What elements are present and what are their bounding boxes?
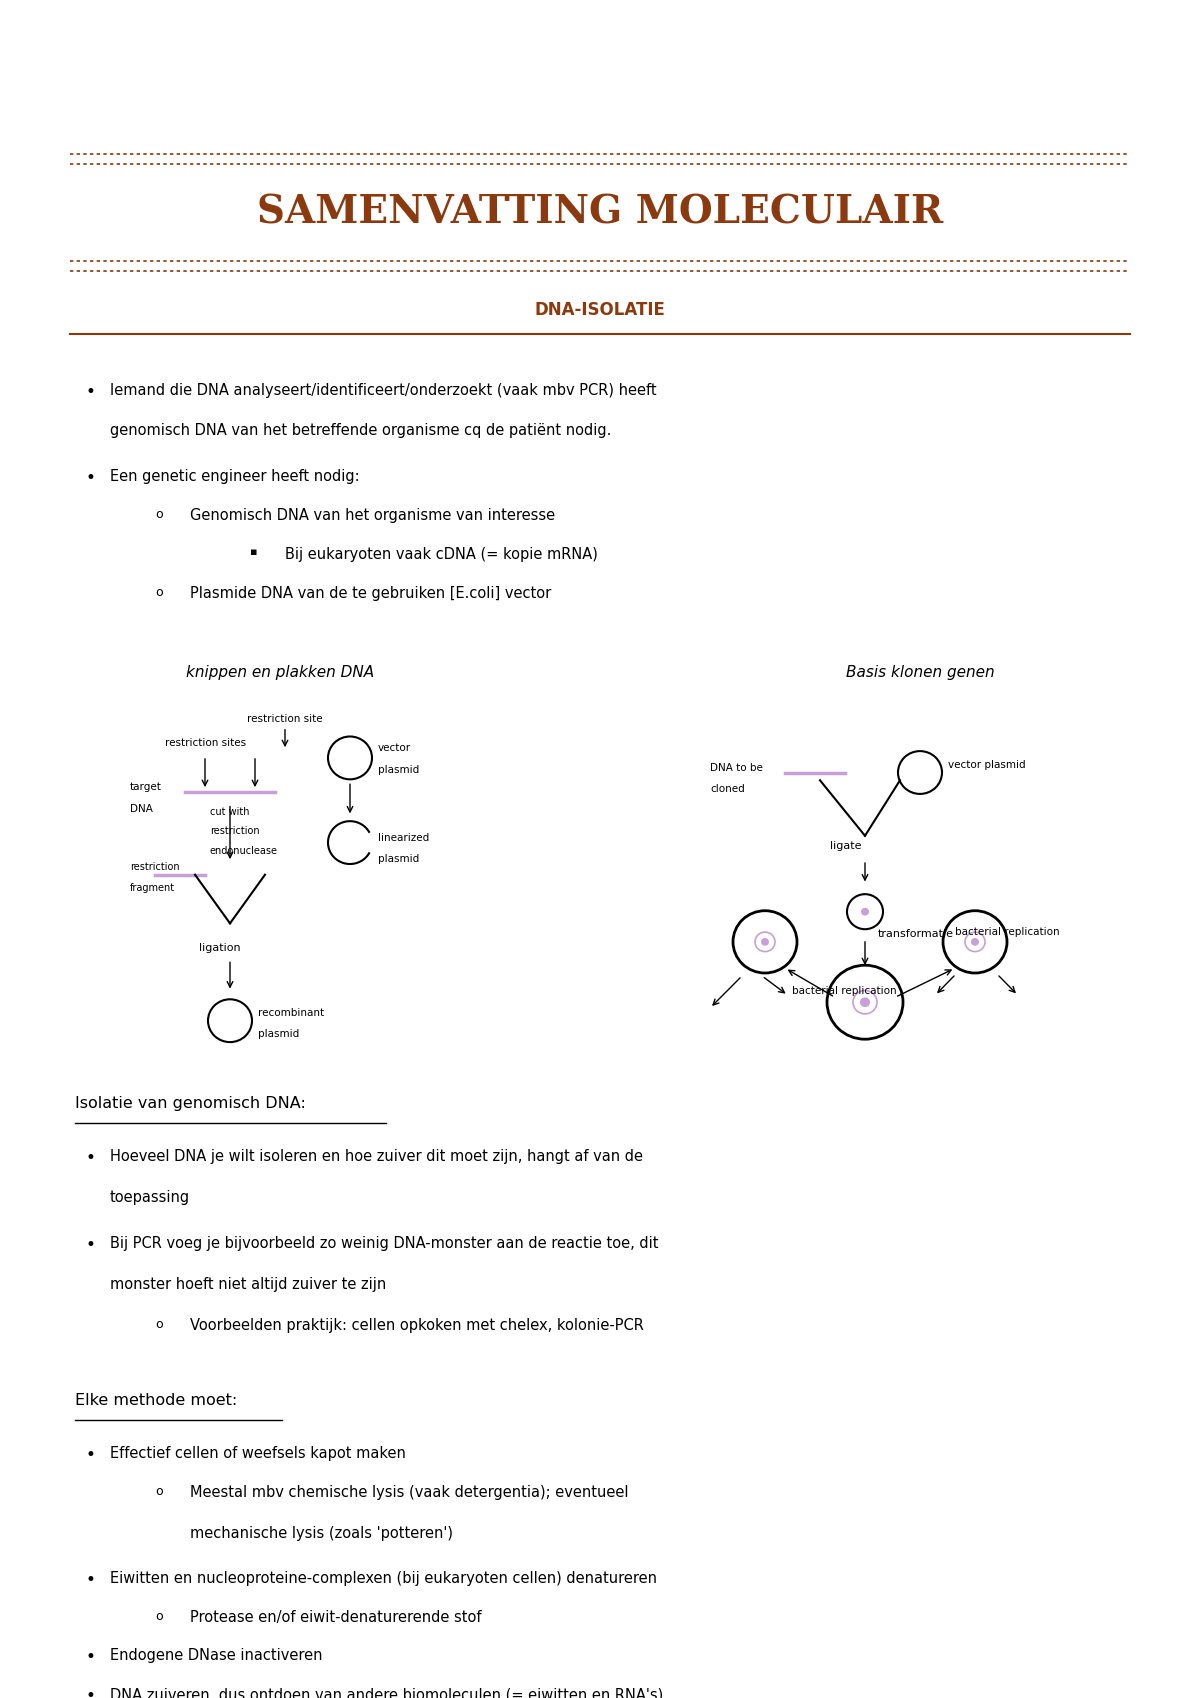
Text: restriction: restriction xyxy=(210,825,259,835)
Text: Een genetic engineer heeft nodig:: Een genetic engineer heeft nodig: xyxy=(110,469,360,484)
Text: •: • xyxy=(85,1447,95,1464)
Text: toepassing: toepassing xyxy=(110,1190,190,1206)
Text: restriction sites: restriction sites xyxy=(166,739,246,749)
Text: •: • xyxy=(85,1150,95,1167)
Text: Meestal mbv chemische lysis (vaak detergentia); eventueel: Meestal mbv chemische lysis (vaak deterg… xyxy=(190,1484,629,1499)
Text: restriction site: restriction site xyxy=(247,713,323,723)
Text: recombinant: recombinant xyxy=(258,1009,324,1017)
Text: ligation: ligation xyxy=(199,942,241,953)
Text: DNA zuiveren, dus ontdoen van andere biomoleculen (= eiwitten en RNA's): DNA zuiveren, dus ontdoen van andere bio… xyxy=(110,1688,664,1698)
Text: SAMENVATTING MOLECULAIR: SAMENVATTING MOLECULAIR xyxy=(257,194,943,231)
Text: bacterial replication: bacterial replication xyxy=(955,927,1060,937)
Text: DNA to be: DNA to be xyxy=(710,762,763,773)
Text: Voorbeelden praktijk: cellen opkoken met chelex, kolonie-PCR: Voorbeelden praktijk: cellen opkoken met… xyxy=(190,1318,644,1333)
Text: Isolatie van genomisch DNA:: Isolatie van genomisch DNA: xyxy=(74,1095,306,1110)
Text: Iemand die DNA analyseert/identificeert/onderzoekt (vaak mbv PCR) heeft: Iemand die DNA analyseert/identificeert/… xyxy=(110,382,656,397)
Text: •: • xyxy=(85,1236,95,1253)
Text: linearized: linearized xyxy=(378,832,430,842)
Text: ▪: ▪ xyxy=(250,547,258,557)
Text: •: • xyxy=(85,1688,95,1698)
Text: vector plasmid: vector plasmid xyxy=(948,759,1026,769)
Circle shape xyxy=(761,937,769,946)
Text: o: o xyxy=(155,586,163,599)
Text: transformatie: transformatie xyxy=(878,929,954,939)
Text: ligate: ligate xyxy=(830,841,862,851)
Circle shape xyxy=(860,997,870,1007)
Text: •: • xyxy=(85,1649,95,1666)
Text: endonuclease: endonuclease xyxy=(210,846,278,856)
Text: Elke methode moet:: Elke methode moet: xyxy=(74,1392,238,1408)
Text: plasmid: plasmid xyxy=(258,1029,299,1039)
Text: fragment: fragment xyxy=(130,883,175,893)
Text: plasmid: plasmid xyxy=(378,854,419,864)
Text: vector: vector xyxy=(378,744,412,754)
Text: Hoeveel DNA je wilt isoleren en hoe zuiver dit moet zijn, hangt af van de: Hoeveel DNA je wilt isoleren en hoe zuiv… xyxy=(110,1150,643,1165)
Text: bacterial replication: bacterial replication xyxy=(792,985,896,995)
Text: •: • xyxy=(85,469,95,487)
Text: Protease en/of eiwit-denaturerende stof: Protease en/of eiwit-denaturerende stof xyxy=(190,1610,481,1625)
Text: Genomisch DNA van het organisme van interesse: Genomisch DNA van het organisme van inte… xyxy=(190,508,556,523)
Text: Basis klonen genen: Basis klonen genen xyxy=(846,666,995,681)
Text: Effectief cellen of weefsels kapot maken: Effectief cellen of weefsels kapot maken xyxy=(110,1447,406,1460)
Text: Eiwitten en nucleoproteine-complexen (bij eukaryoten cellen) denatureren: Eiwitten en nucleoproteine-complexen (bi… xyxy=(110,1571,658,1586)
Circle shape xyxy=(971,937,979,946)
Text: •: • xyxy=(85,1571,95,1589)
Text: Bij PCR voeg je bijvoorbeeld zo weinig DNA-monster aan de reactie toe, dit: Bij PCR voeg je bijvoorbeeld zo weinig D… xyxy=(110,1236,659,1251)
Text: Bij eukaryoten vaak cDNA (= kopie mRNA): Bij eukaryoten vaak cDNA (= kopie mRNA) xyxy=(286,547,598,562)
Text: o: o xyxy=(155,508,163,521)
Text: cut with: cut with xyxy=(210,807,250,817)
Text: monster hoeft niet altijd zuiver te zijn: monster hoeft niet altijd zuiver te zijn xyxy=(110,1277,386,1292)
Text: cloned: cloned xyxy=(710,784,745,795)
Text: o: o xyxy=(155,1318,163,1331)
Circle shape xyxy=(862,908,869,915)
Text: o: o xyxy=(155,1484,163,1498)
Text: restriction: restriction xyxy=(130,863,180,871)
Text: DNA-ISOLATIE: DNA-ISOLATIE xyxy=(534,301,666,319)
Text: target: target xyxy=(130,783,162,791)
Text: plasmid: plasmid xyxy=(378,764,419,774)
Text: knippen en plakken DNA: knippen en plakken DNA xyxy=(186,666,374,681)
Text: DNA: DNA xyxy=(130,805,152,815)
Text: mechanische lysis (zoals 'potteren'): mechanische lysis (zoals 'potteren') xyxy=(190,1527,454,1540)
Text: o: o xyxy=(155,1610,163,1623)
Text: Plasmide DNA van de te gebruiken [E.coli] vector: Plasmide DNA van de te gebruiken [E.coli… xyxy=(190,586,551,601)
Text: •: • xyxy=(85,382,95,401)
Text: genomisch DNA van het betreffende organisme cq de patiënt nodig.: genomisch DNA van het betreffende organi… xyxy=(110,423,611,438)
Text: Endogene DNase inactiveren: Endogene DNase inactiveren xyxy=(110,1649,323,1664)
